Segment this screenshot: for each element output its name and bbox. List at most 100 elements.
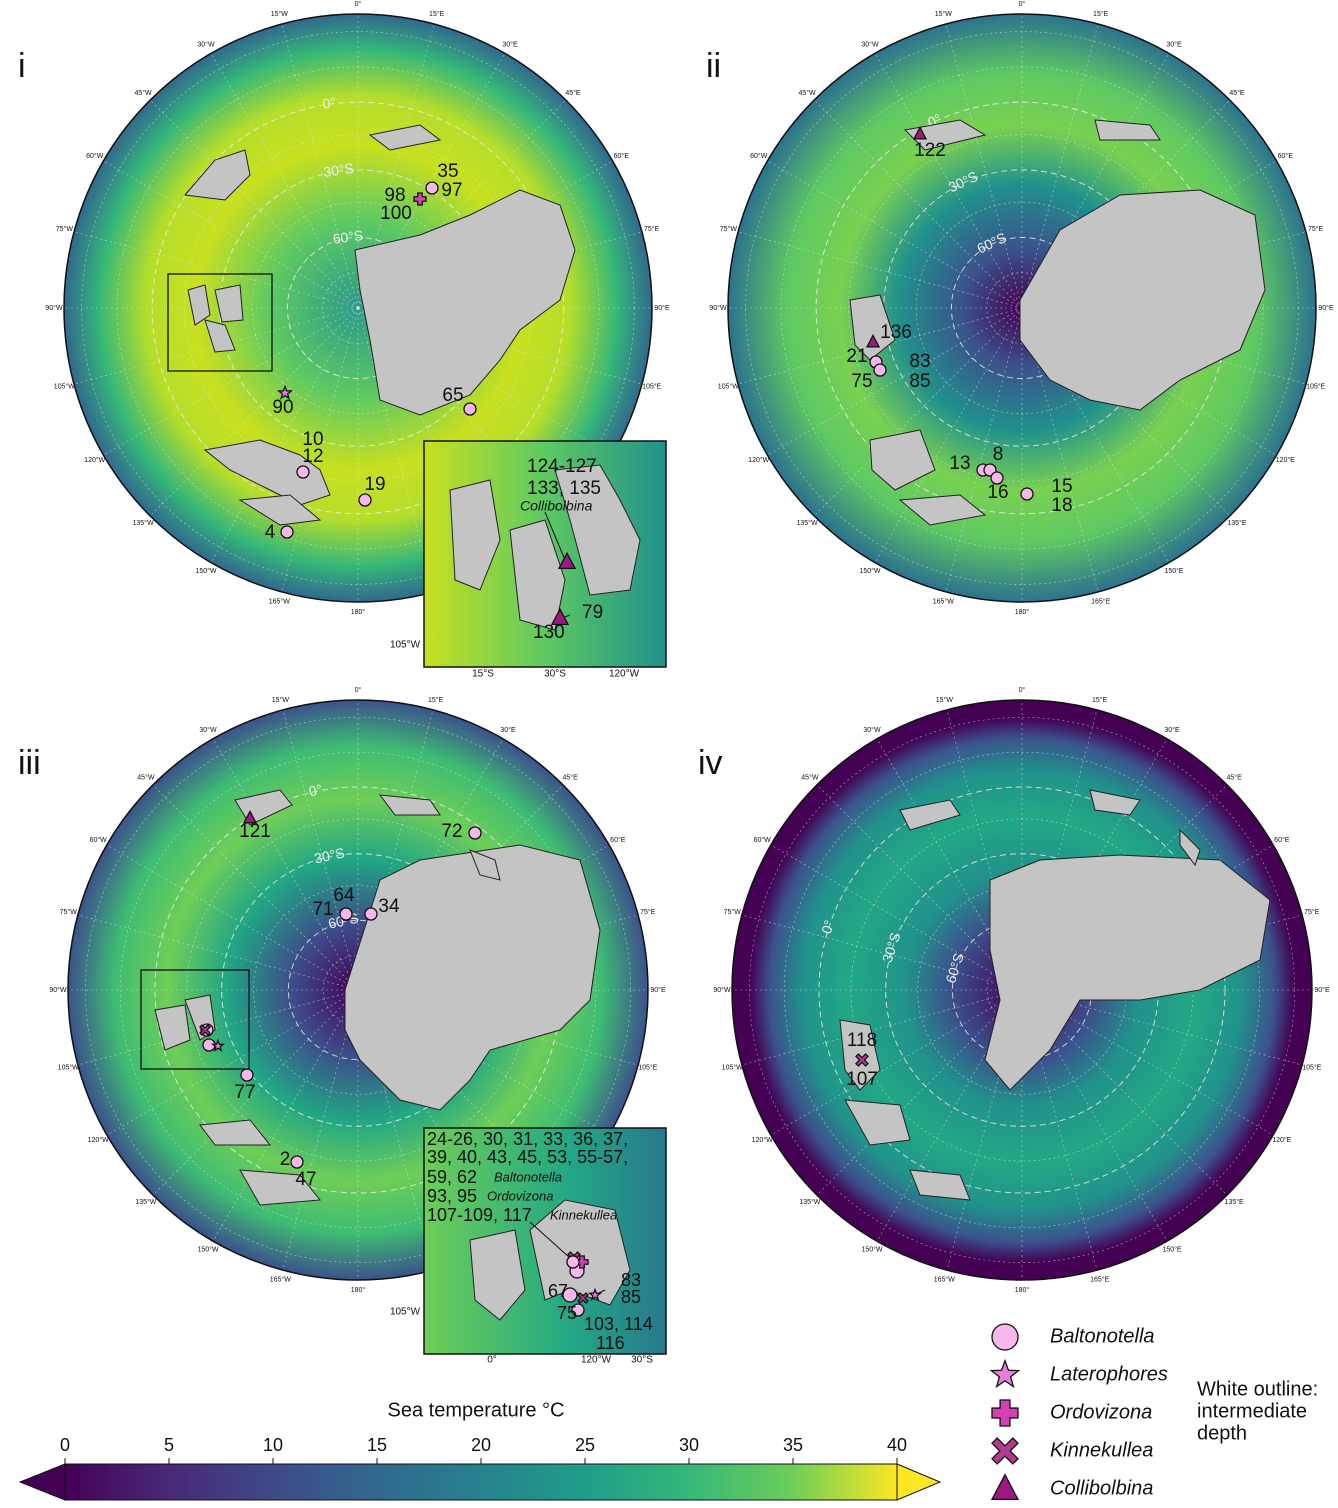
colorbar-tick-label: 30 — [679, 1435, 699, 1455]
meridian — [1021, 709, 1098, 991]
longitude-label: 0° — [1019, 0, 1026, 8]
meridian — [357, 709, 434, 991]
site-label: 90 — [272, 397, 293, 418]
longitude-label: 90°W — [45, 304, 63, 312]
longitude-label: 45°W — [798, 89, 816, 97]
longitude-label: 105°E — [642, 383, 661, 391]
marker-circle — [425, 181, 439, 195]
longitude-label: 60°W — [754, 836, 772, 844]
landmass — [239, 1169, 321, 1206]
inset-label: 79 — [582, 602, 603, 623]
meridian — [874, 307, 1023, 563]
landmass — [1179, 828, 1201, 867]
longitude-label: 105°W — [722, 1063, 743, 1071]
marker-star — [210, 1038, 226, 1053]
landmass — [378, 794, 441, 816]
marker-triangle — [990, 1473, 1020, 1501]
marker-circle — [1020, 487, 1034, 501]
longitude-label: 15°E — [1093, 10, 1109, 18]
marker-star — [276, 384, 294, 400]
marker-circle — [571, 1303, 585, 1317]
longitude-label: 150°E — [1162, 1246, 1181, 1254]
site-label: 122 — [914, 140, 946, 161]
site-label: 75 — [851, 371, 872, 392]
meridian — [357, 307, 613, 456]
meridian — [741, 989, 1023, 1066]
marker-circle — [296, 465, 310, 479]
meridian — [1021, 53, 1170, 309]
legend-note: intermediate — [1197, 1400, 1307, 1422]
inset-axis-label: 30°S — [631, 1355, 653, 1366]
landmass — [509, 519, 566, 631]
longitude-label: 60°W — [90, 836, 108, 844]
inset-label: 39, 40, 43, 45, 53, 55-57, — [427, 1147, 628, 1167]
meridian — [813, 307, 1023, 517]
meridian — [737, 231, 1023, 309]
meridian — [212, 738, 359, 991]
meridian — [103, 160, 359, 309]
site-label: 2 — [280, 1149, 291, 1170]
parallel — [85, 717, 631, 1263]
meridian — [103, 307, 359, 456]
longitude-label: 30°W — [199, 726, 217, 734]
site-label: 47 — [295, 1169, 316, 1190]
marker-triangle — [865, 334, 881, 348]
longitude-label: 30°E — [500, 726, 516, 734]
panel-label: ii — [706, 47, 721, 85]
site-label: 15 — [1051, 476, 1072, 497]
globe: 0°30°S60°S — [728, 14, 1316, 602]
meridian — [281, 23, 359, 309]
site-label: 18 — [1051, 495, 1072, 516]
legend-note: depth — [1197, 1422, 1247, 1444]
longitude-label: 15°W — [936, 696, 954, 704]
inset-label: 130 — [533, 622, 565, 643]
inset-label: 133, 135 — [527, 478, 601, 499]
longitude-label: 105°W — [54, 383, 75, 391]
colorbar-tick-label: 15 — [367, 1435, 387, 1455]
longitude-label: 165°W — [269, 597, 290, 605]
globe-outline — [731, 699, 1313, 1281]
longitude-label: 150°W — [861, 1246, 882, 1254]
colorbar-tick-label: 35 — [783, 1435, 803, 1455]
meridian — [210, 307, 359, 563]
landmass — [554, 464, 641, 596]
meridian — [357, 53, 506, 309]
inset-axis-label: 120°W — [581, 1355, 612, 1366]
longitude-label: 180° — [1015, 608, 1030, 616]
meridian — [357, 99, 567, 309]
longitude-label: 120°W — [752, 1136, 773, 1144]
landmass — [203, 439, 331, 506]
site-label: 118 — [847, 1030, 877, 1051]
longitude-label: 135°W — [796, 519, 817, 527]
longitude-label: 135°W — [135, 1198, 156, 1206]
marker-circle — [463, 402, 477, 416]
longitude-label: 60°W — [750, 152, 768, 160]
site-label: 98 — [384, 185, 405, 206]
meridian — [1021, 989, 1168, 1242]
inset-label: 103, 114 — [584, 1314, 653, 1334]
latitude-label: 30°S — [313, 844, 346, 866]
meridian — [876, 738, 1023, 991]
longitude-label: 45°E — [1226, 774, 1242, 782]
meridian — [1021, 307, 1231, 517]
meridian — [357, 307, 567, 517]
landmass — [238, 494, 322, 526]
inset-label: 75 — [557, 1303, 577, 1323]
landmass — [204, 319, 236, 353]
meridian — [73, 231, 359, 309]
meridian — [282, 709, 359, 991]
meridian — [874, 53, 1023, 309]
inset-axis-label: 120°W — [609, 669, 640, 680]
marker-plus — [413, 192, 427, 206]
latitude-label: 0° — [818, 918, 837, 936]
longitude-label: 120°W — [748, 456, 769, 464]
parallel — [850, 818, 1194, 1162]
longitude-label: 105°W — [718, 383, 739, 391]
site-label: 16 — [987, 482, 1008, 503]
meridian — [357, 307, 435, 593]
parallel — [780, 66, 1264, 550]
globe-outline — [67, 699, 649, 1281]
longitude-label: 45°W — [801, 774, 819, 782]
meridian — [357, 989, 434, 1271]
